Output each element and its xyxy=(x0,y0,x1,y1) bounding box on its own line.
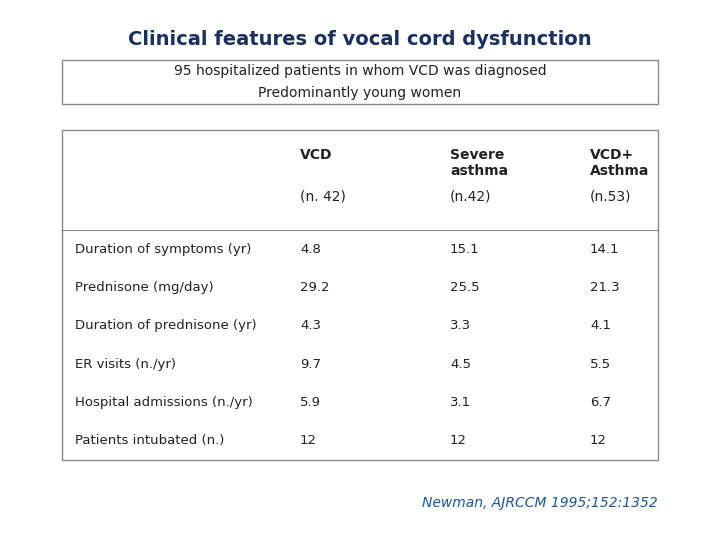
Text: 14.1: 14.1 xyxy=(590,242,619,255)
Text: 12: 12 xyxy=(450,434,467,447)
FancyBboxPatch shape xyxy=(62,60,658,104)
Text: Hospital admissions (n./yr): Hospital admissions (n./yr) xyxy=(75,396,253,409)
Text: 15.1: 15.1 xyxy=(450,242,480,255)
Text: 25.5: 25.5 xyxy=(450,281,480,294)
Text: 4.3: 4.3 xyxy=(300,319,321,332)
Text: Asthma: Asthma xyxy=(590,164,649,178)
Text: (n.53): (n.53) xyxy=(590,190,631,204)
Text: 4.8: 4.8 xyxy=(300,242,321,255)
Text: (n.42): (n.42) xyxy=(450,190,492,204)
Text: 29.2: 29.2 xyxy=(300,281,330,294)
Text: 12: 12 xyxy=(590,434,607,447)
Text: Severe: Severe xyxy=(450,148,505,162)
Text: 12: 12 xyxy=(300,434,317,447)
Text: VCD+: VCD+ xyxy=(590,148,634,162)
Text: 5.9: 5.9 xyxy=(300,396,321,409)
Text: Duration of prednisone (yr): Duration of prednisone (yr) xyxy=(75,319,256,332)
Text: 6.7: 6.7 xyxy=(590,396,611,409)
Text: 5.5: 5.5 xyxy=(590,357,611,370)
Text: 9.7: 9.7 xyxy=(300,357,321,370)
Text: asthma: asthma xyxy=(450,164,508,178)
Text: 3.1: 3.1 xyxy=(450,396,471,409)
Text: Clinical features of vocal cord dysfunction: Clinical features of vocal cord dysfunct… xyxy=(128,30,592,49)
Text: VCD: VCD xyxy=(300,148,333,162)
Text: 21.3: 21.3 xyxy=(590,281,620,294)
Text: Prednisone (mg/day): Prednisone (mg/day) xyxy=(75,281,214,294)
Text: 95 hospitalized patients in whom VCD was diagnosed
Predominantly young women: 95 hospitalized patients in whom VCD was… xyxy=(174,64,546,100)
Text: 3.3: 3.3 xyxy=(450,319,471,332)
Text: ER visits (n./yr): ER visits (n./yr) xyxy=(75,357,176,370)
Text: Duration of symptoms (yr): Duration of symptoms (yr) xyxy=(75,242,251,255)
Text: Newman, AJRCCM 1995;152:1352: Newman, AJRCCM 1995;152:1352 xyxy=(422,496,658,510)
Text: 4.5: 4.5 xyxy=(450,357,471,370)
Text: (n. 42): (n. 42) xyxy=(300,190,346,204)
Text: 4.1: 4.1 xyxy=(590,319,611,332)
Text: Patients intubated (n.): Patients intubated (n.) xyxy=(75,434,225,447)
Bar xyxy=(62,130,658,460)
